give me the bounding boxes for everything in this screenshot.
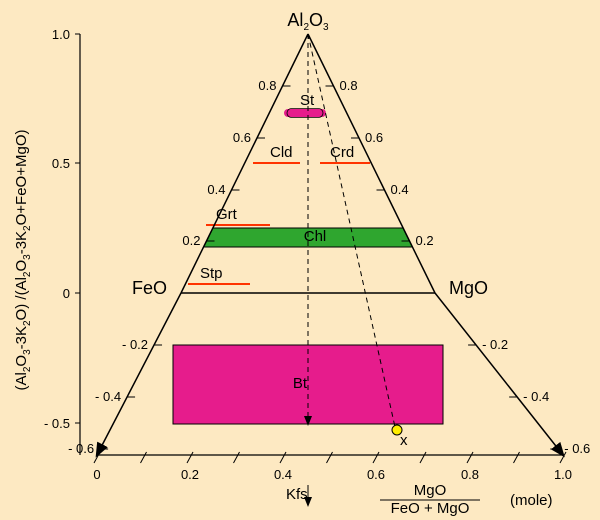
svg-text:0.6: 0.6 <box>367 467 385 482</box>
svg-text:- 0.4: - 0.4 <box>95 389 121 404</box>
svg-text:0.6: 0.6 <box>233 130 251 145</box>
svg-text:0.2: 0.2 <box>181 467 199 482</box>
label-st: St <box>300 92 315 109</box>
svg-text:0.6: 0.6 <box>365 130 383 145</box>
svg-text:0.5: 0.5 <box>52 156 70 171</box>
svg-text:x: x <box>400 432 408 449</box>
svg-text:1.0: 1.0 <box>52 27 70 42</box>
svg-text:0.4: 0.4 <box>274 467 292 482</box>
svg-text:0.8: 0.8 <box>339 78 357 93</box>
label-chl: Chl <box>304 228 327 245</box>
svg-text:0.4: 0.4 <box>390 182 408 197</box>
svg-text:- 0.4: - 0.4 <box>523 389 549 404</box>
label-bt: Bt <box>293 375 308 392</box>
svg-text:0.8: 0.8 <box>258 78 276 93</box>
svg-text:1.0: 1.0 <box>554 467 572 482</box>
svg-text:0.8: 0.8 <box>461 467 479 482</box>
label-cld: Cld <box>270 144 293 161</box>
apex-right: MgO <box>449 278 488 298</box>
x-ratio-den: FeO + MgO <box>391 500 470 517</box>
svg-text:- 0.6: - 0.6 <box>68 441 94 456</box>
x-unit: (mole) <box>510 492 553 509</box>
afm-diagram: x 0.8 0.6 0.4 0.2 0.8 0.6 0.4 0.2 - 0.2 - 0.2 - 0.4… <box>0 0 600 520</box>
svg-text:- 0.6: - 0.6 <box>564 441 590 456</box>
label-grt: Grt <box>216 206 238 223</box>
kfs-label: Kfs <box>286 486 308 503</box>
svg-text:- 0.2: - 0.2 <box>122 337 148 352</box>
svg-text:- 0.2: - 0.2 <box>482 337 508 352</box>
apex-left: FeO <box>132 278 167 298</box>
svg-text:- 0.5: - 0.5 <box>44 416 70 431</box>
svg-text:0.4: 0.4 <box>207 182 225 197</box>
svg-text:0.2: 0.2 <box>416 233 434 248</box>
svg-text:0: 0 <box>93 467 100 482</box>
svg-text:0.2: 0.2 <box>182 233 200 248</box>
svg-text:0: 0 <box>63 286 70 301</box>
apex-top: Al2O3 <box>287 10 329 33</box>
label-stp: Stp <box>200 265 223 282</box>
x-ratio-num: MgO <box>414 482 447 499</box>
label-crd: Crd <box>330 144 354 161</box>
